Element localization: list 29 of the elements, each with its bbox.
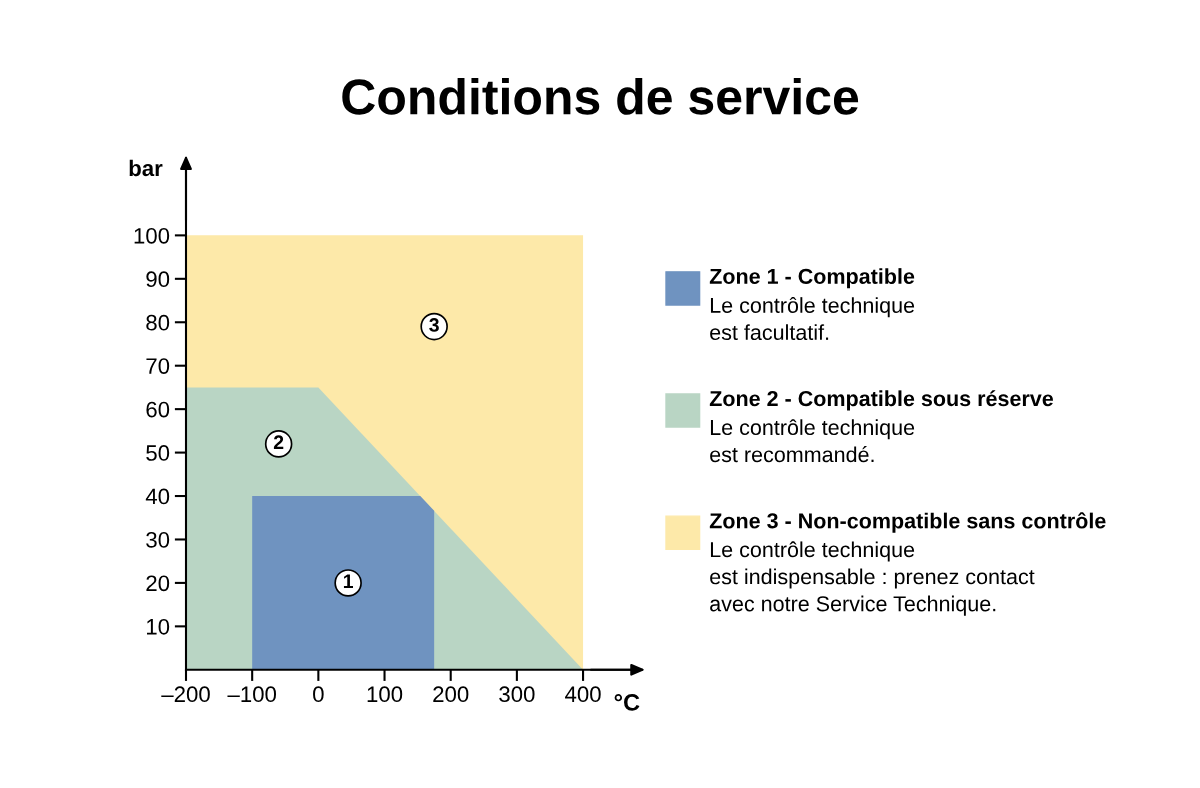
annotation: 3	[429, 318, 439, 332]
text: Le contrôle technique est facultatif.	[710, 297, 915, 341]
x-tick-label: 300	[499, 686, 535, 703]
y-tick-label: 10	[147, 618, 170, 635]
y-tick-label: 40	[145, 488, 170, 505]
x-tick-label: –200	[161, 686, 210, 703]
y-tick-label: 80	[146, 314, 170, 331]
y-tick-label: 100	[134, 227, 170, 244]
annotation: 1	[343, 574, 353, 588]
legend-label: Zone 3 - Non-compatible sans contrôle	[709, 512, 1106, 533]
y-tick-label: 70	[146, 358, 170, 374]
x-axis-title: °C	[614, 694, 640, 711]
x-tick-label: –100	[227, 686, 277, 703]
y-tick-label: 60	[146, 401, 170, 418]
legend-label: Zone 1 - Compatible	[709, 268, 915, 289]
y-tick-label: 50	[146, 445, 170, 461]
x-tick-label: 400	[565, 686, 601, 703]
text: Le contrôle technique est indispensable : prenez contact avec notre Service Technique.	[710, 541, 1035, 616]
x-tick-label: 100	[367, 686, 403, 703]
text: Le contrôle technique est recommandé.	[710, 419, 915, 463]
y-tick-label: 20	[146, 575, 170, 592]
y-axis-title: bar	[129, 159, 163, 177]
x-tick-label: 0	[313, 686, 324, 703]
chart-title: Conditions de service	[342, 78, 859, 115]
x-tick-label: 200	[433, 686, 469, 703]
y-tick-label: 30	[146, 532, 170, 548]
legend-label: Zone 2 - Compatible sous réserve	[709, 390, 1054, 411]
y-tick-label: 90	[146, 271, 170, 288]
annotation: 2	[273, 435, 284, 449]
